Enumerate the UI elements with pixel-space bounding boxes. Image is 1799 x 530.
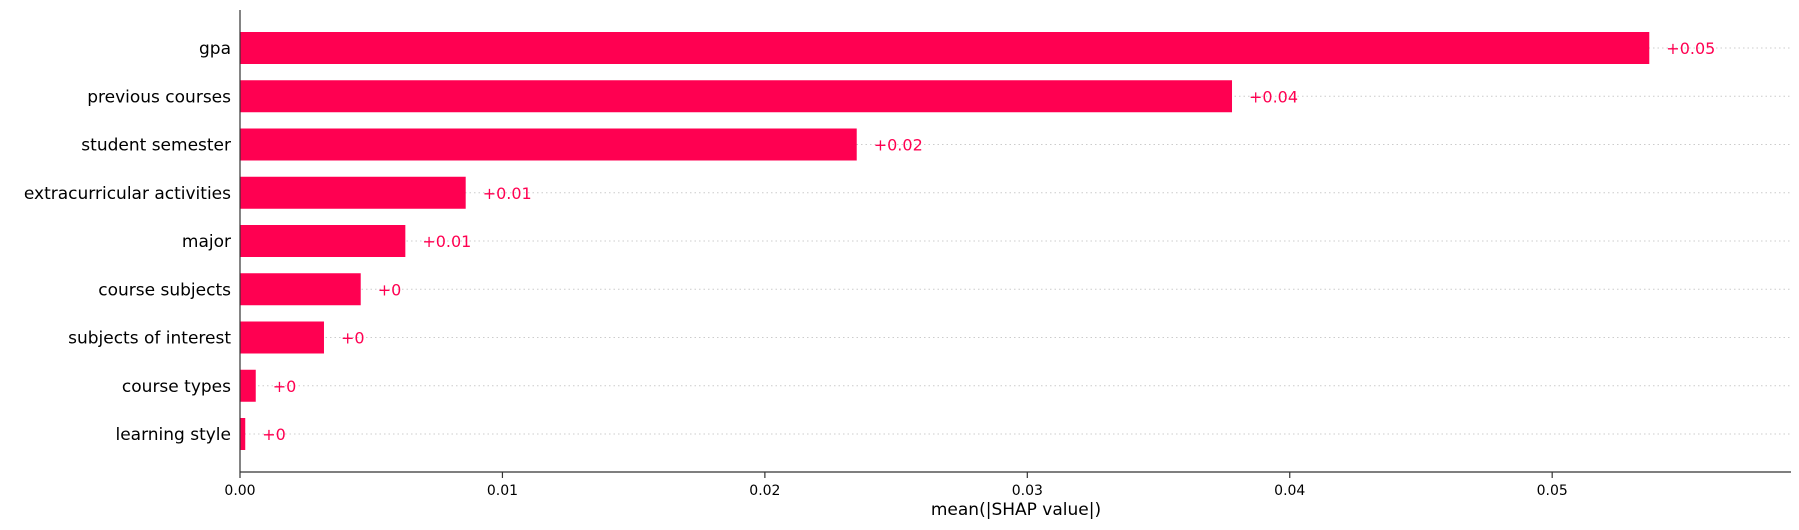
bar-previous-courses	[240, 80, 1233, 113]
bar-extracurricular-activities	[240, 176, 466, 209]
axes: 0.00 0.01 0.02 0.03 0.04 0.05	[224, 10, 1791, 499]
value-label: +0.04	[1249, 87, 1298, 106]
value-label: +0	[378, 280, 402, 299]
value-label: +0.02	[874, 136, 923, 155]
feature-label: subjects of interest	[68, 329, 231, 349]
x-tick-label: 0.01	[487, 483, 518, 499]
x-tick-label: 0.04	[1274, 483, 1305, 499]
bar-major	[240, 225, 406, 257]
x-tick-label: 0.05	[1537, 483, 1568, 499]
bar-student-semester	[240, 128, 857, 161]
value-label: +0	[273, 377, 297, 396]
bar-gpa	[240, 32, 1650, 64]
feature-label: major	[182, 232, 231, 252]
x-tick-label: 0.00	[224, 483, 255, 499]
bar-subjects-of-interest	[240, 321, 324, 354]
feature-label: course subjects	[98, 280, 231, 300]
value-label: +0.05	[1666, 39, 1715, 58]
feature-label: extracurricular activities	[24, 184, 231, 204]
value-label: +0.01	[483, 184, 532, 203]
x-axis-title: mean(|SHAP value|)	[931, 500, 1101, 520]
feature-label: course types	[122, 377, 231, 397]
value-label: +0.01	[422, 232, 471, 251]
value-label: +0	[341, 329, 365, 348]
value-labels: +0.05 +0.04 +0.02 +0.01 +0.01 +0 +0 +0 +0	[262, 39, 1715, 444]
feature-label: student semester	[81, 136, 231, 156]
feature-label: gpa	[199, 39, 231, 59]
bar-course-types	[240, 369, 256, 402]
value-label: +0	[262, 425, 286, 444]
bar-learning-style	[240, 418, 246, 450]
bars	[240, 32, 1650, 450]
feature-labels: gpa previous courses student semester extra…	[24, 39, 231, 445]
bar-course-subjects	[240, 273, 361, 306]
feature-label: previous courses	[87, 87, 231, 107]
feature-label: learning style	[115, 425, 231, 445]
x-tick-label: 0.03	[1012, 483, 1043, 499]
x-tick-label: 0.02	[749, 483, 780, 499]
